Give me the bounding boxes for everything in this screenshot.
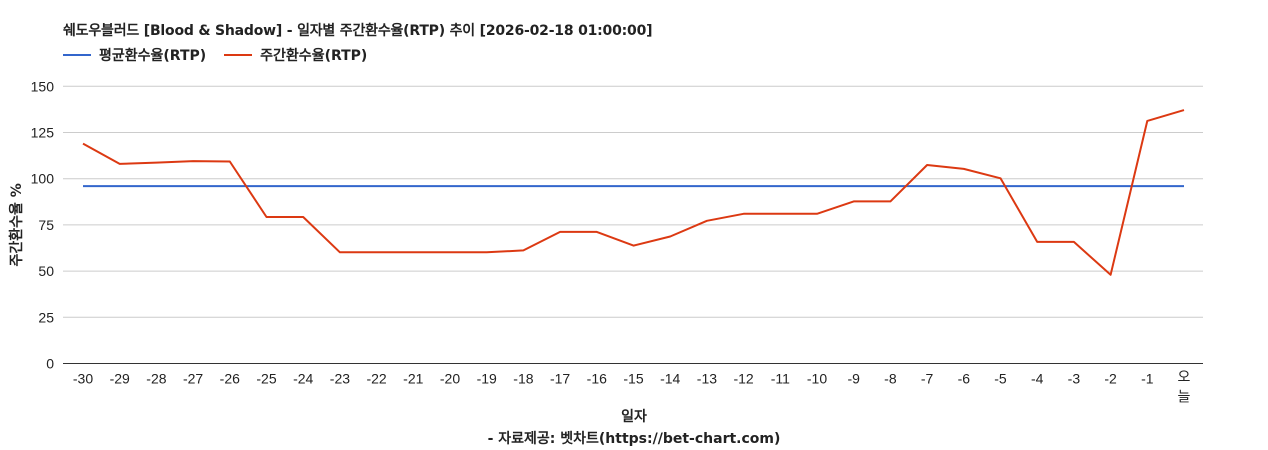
x-tick-label: -25 [256, 371, 276, 387]
x-tick-label: -28 [146, 371, 166, 387]
x-tick-label: -7 [921, 371, 934, 387]
x-tick-label: -9 [847, 371, 860, 387]
legend-label: 평균환수율(RTP) [99, 48, 207, 64]
x-tick-label: -14 [660, 371, 680, 387]
y-tick-label: 50 [38, 263, 54, 279]
y-axis-title: 주간환수율 % [8, 183, 25, 266]
y-tick-label: 0 [46, 356, 54, 372]
legend-item-average-rtp[interactable]: 평균환수율(RTP) [63, 45, 206, 65]
x-tick-label: -3 [1068, 371, 1081, 387]
x-tick-label: -23 [330, 371, 350, 387]
x-tick-label: -5 [994, 371, 1007, 387]
x-tick-label: -18 [513, 371, 533, 387]
data-credit: - 자료제공: 벳차트(https://bet-chart.com) [487, 431, 781, 447]
x-tick-label: -17 [550, 371, 570, 387]
x-tick-label: -4 [1031, 371, 1044, 387]
x-tick-label: -20 [440, 371, 460, 387]
x-tick-label: -8 [884, 371, 897, 387]
chart-title: 쉐도우블러드 [Blood & Shadow] - 일자별 주간환수율(RTP)… [63, 23, 653, 39]
y-tick-label: 25 [38, 309, 54, 325]
x-tick-label: -21 [403, 371, 423, 387]
x-tick-label: -24 [293, 371, 313, 387]
x-tick-label: -30 [73, 371, 93, 387]
y-tick-label: 150 [31, 78, 55, 94]
legend-swatch-red-line-icon [224, 54, 253, 56]
x-tick-label: -26 [220, 371, 240, 387]
x-tick-label: -16 [587, 371, 607, 387]
x-tick-label: -22 [366, 371, 386, 387]
legend-label: 주간환수율(RTP) [260, 48, 368, 64]
legend-item-weekly-rtp[interactable]: 주간환수율(RTP) [224, 45, 367, 65]
y-tick-label: 75 [38, 217, 54, 233]
chart-legend: 평균환수율(RTP) 주간환수율(RTP) [63, 45, 385, 65]
x-tick-label: -29 [110, 371, 130, 387]
y-tick-label: 125 [31, 125, 55, 141]
y-tick-label: 100 [31, 171, 55, 187]
legend-swatch-blue-line-icon [63, 54, 91, 56]
x-tick-label: -13 [697, 371, 717, 387]
x-axis-title: 일자 [621, 409, 647, 425]
x-tick-label: -19 [477, 371, 497, 387]
x-tick-label: -27 [183, 371, 203, 387]
x-tick-label: -15 [623, 371, 643, 387]
x-tick-label: -12 [733, 371, 753, 387]
x-tick-label: -11 [771, 371, 790, 387]
series-weekly-rtp-line[interactable] [82, 109, 1185, 276]
x-tick-label: -1 [1141, 371, 1154, 387]
x-tick-label: -2 [1104, 371, 1117, 387]
x-tick-label: 늘 [1178, 389, 1191, 405]
x-tick-label: -10 [807, 371, 827, 387]
x-tick-label: -6 [958, 371, 971, 387]
x-tick-label: 오 [1178, 369, 1191, 385]
